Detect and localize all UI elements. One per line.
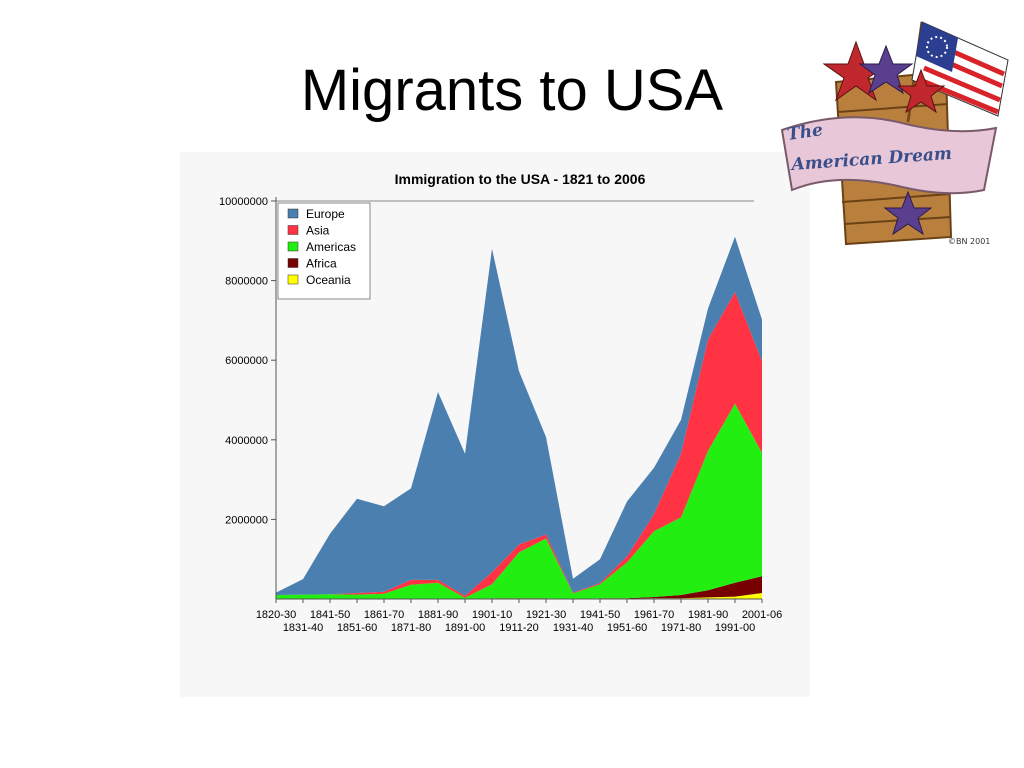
x-tick-label: 1871-80 (391, 622, 431, 634)
x-tick-label: 1971-80 (661, 622, 701, 634)
legend-label-asia: Asia (306, 224, 330, 238)
area-africa (276, 576, 762, 599)
legend-label-africa: Africa (306, 257, 337, 271)
x-tick-label: 2001-06 (742, 609, 782, 621)
legend-swatch-asia (287, 225, 299, 235)
x-tick-label: 1851-60 (337, 622, 377, 634)
area-oceania (276, 593, 762, 599)
legend-label-europe: Europe (306, 207, 345, 221)
legend-swatch-oceania (287, 274, 299, 285)
y-tick-label: 10000000 (219, 196, 268, 208)
slide-title: Migrants to USA (300, 58, 724, 123)
chart: Immigration to the USA - 1821 to 2006 20… (219, 171, 782, 634)
us-flag-icon (906, 21, 1009, 123)
x-tick-label: 1931-40 (553, 622, 593, 634)
x-tick-label: 1861-70 (364, 609, 404, 621)
x-tick-label: 1921-30 (526, 609, 566, 621)
legend-swatch-africa (287, 258, 299, 268)
x-tick-label: 1841-50 (310, 609, 350, 621)
american-dream-badge: The American Dream ©BN 2001 (780, 21, 1009, 246)
badge-signature: ©BN 2001 (948, 237, 990, 246)
legend-label-oceania: Oceania (306, 273, 351, 287)
x-tick-label: 1891-00 (445, 622, 485, 634)
x-tick-label: 1961-70 (634, 609, 674, 621)
y-tick-label: 2000000 (225, 514, 268, 526)
x-tick-label: 1831-40 (283, 622, 323, 634)
legend-swatch-americas (287, 241, 299, 252)
x-tick-label: 1911-20 (499, 622, 539, 634)
legend-label-americas: Americas (306, 240, 356, 254)
y-tick-label: 6000000 (225, 355, 268, 367)
x-tick-label: 1941-50 (580, 609, 620, 621)
x-tick-label: 1881-90 (418, 609, 458, 621)
x-tick-label: 1820-30 (256, 609, 296, 621)
legend-swatch-europe (287, 208, 299, 219)
x-tick-label: 1951-60 (607, 622, 647, 634)
legend: Europe Asia Americas Africa Oceania (277, 202, 371, 300)
y-tick-label: 4000000 (225, 435, 268, 447)
x-tick-label: 1991-00 (715, 622, 755, 634)
x-tick-label: 1901-10 (472, 609, 512, 621)
chart-panel: Immigration to the USA - 1821 to 2006 20… (180, 152, 810, 697)
badge-line1: The (786, 120, 824, 145)
area-europe (276, 236, 762, 596)
y-tick-label: 8000000 (225, 276, 268, 288)
banner-ribbon (780, 116, 998, 195)
area-americas (276, 403, 762, 599)
star-icon (822, 40, 946, 236)
x-tick-label: 1981-90 (688, 609, 728, 621)
chart-title: Immigration to the USA - 1821 to 2006 (395, 171, 646, 187)
